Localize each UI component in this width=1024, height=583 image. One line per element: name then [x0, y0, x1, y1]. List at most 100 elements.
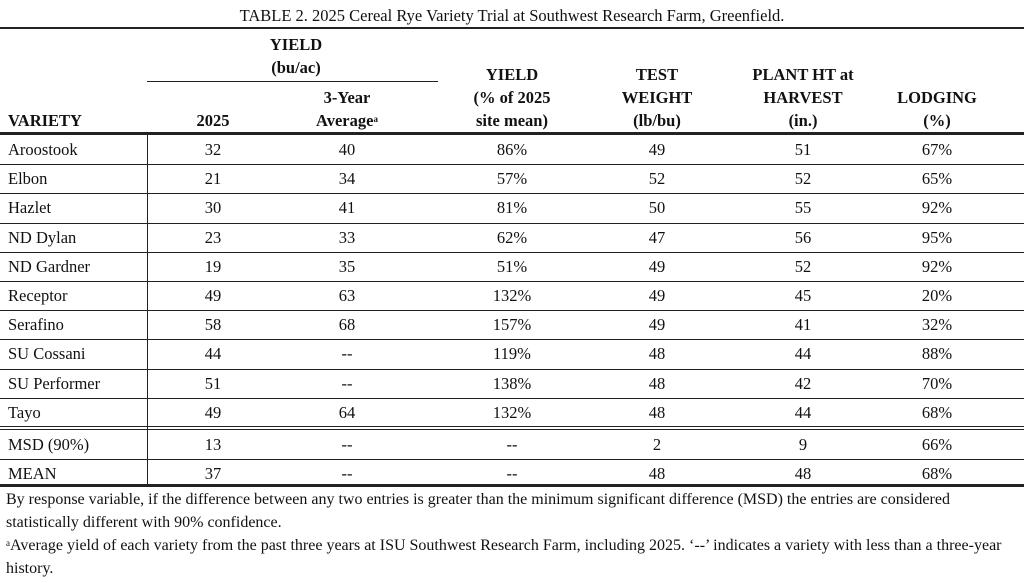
table-cell: 55: [794, 198, 812, 218]
table-cell: 49: [648, 256, 666, 276]
row-line: [0, 164, 1024, 166]
table-cell: 52: [794, 169, 812, 189]
row-label: Serafino: [8, 315, 64, 335]
row-label: Elbon: [8, 169, 48, 189]
column-header: (% of 2025: [473, 88, 551, 107]
column-separator: [147, 134, 148, 484]
table-cell: 119%: [493, 344, 531, 364]
table-cell: 41: [794, 315, 812, 335]
row-label: MSD (90%): [8, 435, 90, 454]
table-cell: 92%: [921, 198, 953, 218]
table-cell: 132%: [492, 286, 532, 305]
double-line: [0, 429, 1024, 430]
column-header: (%): [923, 111, 951, 130]
table-cell: 70%: [921, 373, 953, 393]
column-header: 3-Year: [323, 88, 371, 107]
table-cell: 64: [338, 402, 356, 422]
table-cell: 40: [338, 140, 356, 159]
table-cell: 86%: [496, 140, 528, 159]
table-cell: 32%: [921, 315, 953, 335]
table-cell: --: [506, 464, 518, 484]
table-cell: 32: [204, 140, 222, 159]
table-cell: 41: [338, 198, 356, 218]
table-cell: 48: [648, 402, 666, 422]
table-cell: 49: [648, 315, 666, 335]
table-cell: 51: [794, 140, 812, 159]
column-header: TEST: [635, 65, 679, 84]
row-line: [0, 281, 1024, 282]
table-cell: 42: [794, 373, 812, 393]
table-cell: 49: [204, 402, 222, 422]
table-cell: 50: [648, 198, 666, 218]
table-cell: 49: [648, 286, 666, 305]
column-header: HARVEST: [763, 88, 843, 107]
group-underline: [147, 81, 438, 82]
table-cell: 57%: [496, 169, 528, 189]
table-cell: 65%: [921, 169, 953, 189]
table-cell: 138%: [492, 373, 532, 393]
rule: [0, 132, 1024, 135]
row-label: Aroostook: [8, 140, 78, 159]
table-cell: 44: [794, 344, 812, 364]
table-cell: 49: [648, 140, 666, 159]
table-cell: 56: [794, 227, 812, 247]
table-cell: 48: [648, 464, 666, 484]
table-cell: 35: [338, 256, 356, 276]
table-cell: 48: [648, 373, 666, 393]
table-cell: 45: [794, 286, 812, 305]
row-label: ND Gardner: [8, 256, 91, 276]
table-cell: 30: [204, 198, 222, 218]
table-cell: 81%: [496, 198, 528, 218]
table-cell: 33: [338, 227, 356, 247]
row-label: SU Cossani: [8, 344, 86, 364]
row-line: [0, 368, 1024, 370]
row-line: [0, 339, 1024, 341]
table-cell: 68: [338, 315, 356, 335]
table-cell: 88%: [921, 344, 953, 364]
table-cell: 52: [648, 169, 666, 189]
row-label: SU Performer: [8, 373, 101, 393]
column-header: Averagea: [316, 111, 378, 130]
table-cell: --: [341, 373, 353, 393]
column-header: 2025: [196, 111, 230, 130]
column-header: LODGING: [897, 88, 977, 107]
footnote-marker: a: [373, 114, 378, 124]
table-cell: 132%: [492, 402, 532, 422]
table-cell: 68%: [921, 402, 953, 422]
table-cell: 34: [338, 169, 356, 189]
column-header: YIELD: [485, 65, 539, 84]
group-header: YIELD: [269, 35, 323, 54]
column-header: VARIETY: [8, 111, 82, 130]
table-cell: --: [506, 435, 518, 454]
table-cell: 95%: [921, 227, 953, 247]
column-header: PLANT HT at: [752, 65, 854, 84]
table-cell: 48: [648, 344, 666, 364]
table-cell: 2: [652, 435, 662, 454]
table-cell: 51%: [496, 256, 528, 276]
table-cell: 49: [204, 286, 222, 305]
footnote-text: By response variable, if the difference …: [6, 491, 950, 531]
table-cell: 37: [204, 464, 222, 484]
table-cell: 19: [204, 256, 222, 276]
table-cell: 20%: [921, 286, 953, 305]
table-title: TABLE 2. 2025 Cereal Rye Variety Trial a…: [239, 6, 785, 25]
rule: [0, 27, 1024, 29]
table-cell: --: [341, 464, 353, 484]
table-cell: 52: [794, 256, 812, 276]
table-cell: 62%: [496, 227, 528, 247]
row-line: [0, 397, 1024, 399]
row-line: [0, 222, 1024, 224]
row-line: [0, 459, 1024, 461]
table-cell: 66%: [921, 435, 953, 454]
double-line: [0, 426, 1024, 427]
table-cell: 44: [204, 344, 222, 364]
table-cell: 13: [204, 435, 222, 454]
table-cell: 51: [204, 373, 222, 393]
table-cell: 9: [798, 435, 808, 454]
table-cell: 67%: [921, 140, 953, 159]
row-line: [0, 251, 1024, 253]
row-label: Receptor: [8, 286, 68, 305]
column-header: site mean): [476, 111, 548, 130]
table-cell: 63: [338, 286, 356, 305]
table-cell: 157%: [492, 315, 532, 335]
